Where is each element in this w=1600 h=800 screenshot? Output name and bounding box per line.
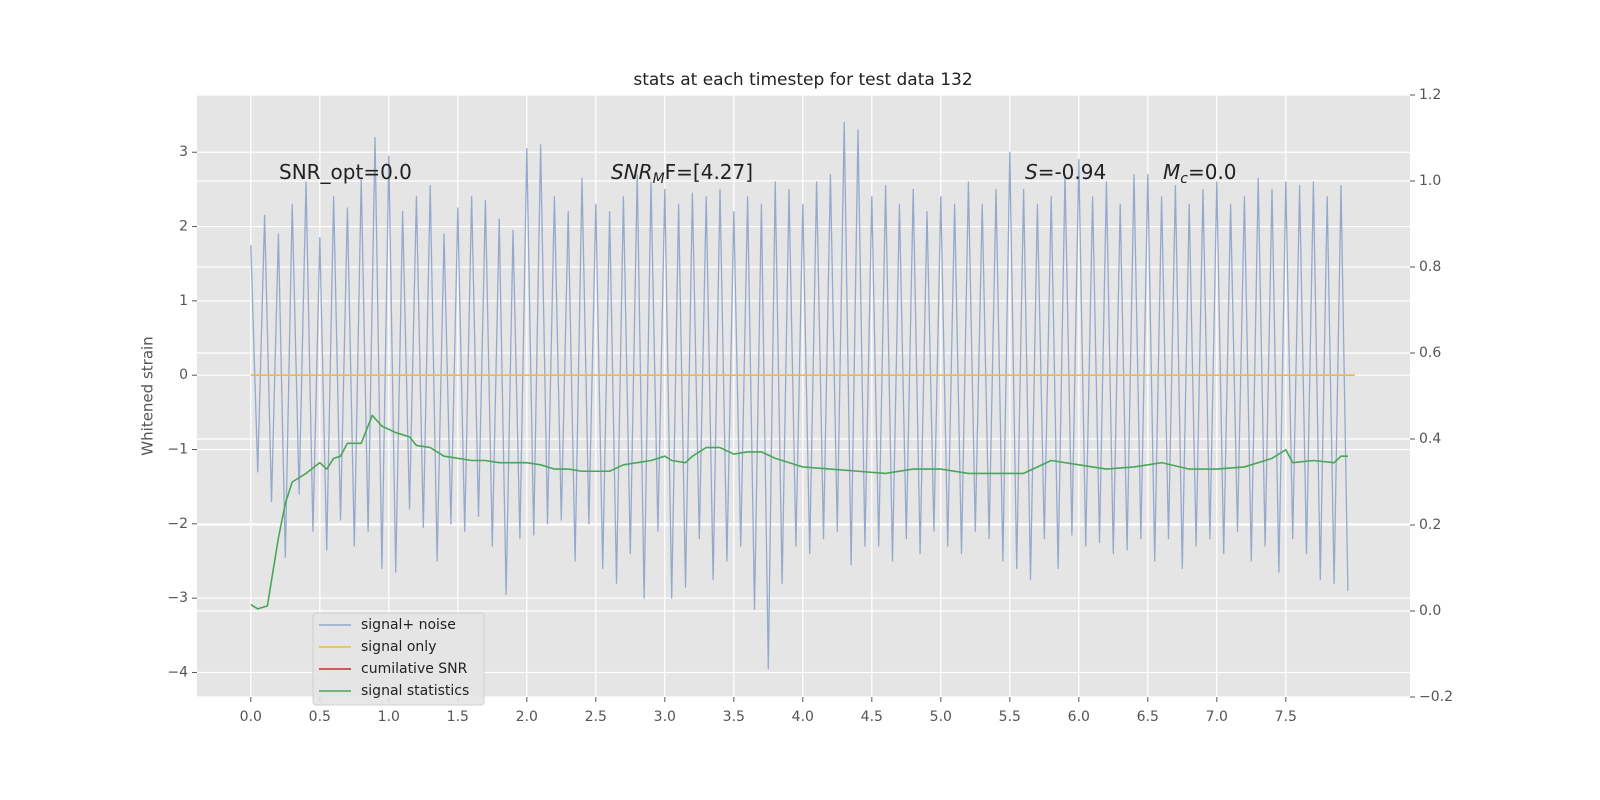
annotation-part: SNR [611,160,653,184]
y-axis-label: Whitened strain [139,336,157,455]
y2-tick-label: −0.2 [1419,689,1453,705]
annotation: SNRMF=[4.27] [611,160,753,188]
legend-box [312,612,485,706]
x-tick-label: 2.5 [585,709,607,725]
annotation: SNR_opt=0.0 [279,160,412,184]
annotation-part: SNR_opt=0.0 [279,160,412,184]
legend-label: signal statistics [361,683,469,699]
annotation-sub: M [653,171,665,187]
x-tick-label: 0.0 [240,709,262,725]
legend-label: cumilative SNR [361,661,468,677]
annotation-part: S [1025,160,1038,184]
y-tick-label: −3 [167,590,188,606]
x-tick-label: 4.0 [792,709,814,725]
y-tick-label: 1 [179,293,188,309]
x-tick-label: 6.0 [1068,709,1090,725]
annotation-part: M [1163,160,1180,184]
y2-tick-label: 0.8 [1419,259,1441,275]
x-tick-label: 1.5 [447,709,469,725]
legend: signal+ noise signal only cumilative SNR si… [312,612,485,706]
y-tick-label: 0 [179,367,188,383]
x-tick-label: 7.5 [1275,709,1297,725]
x-tick-label: 0.5 [309,709,331,725]
annotation-sub: c [1180,171,1188,187]
annotation-part: =-0.94 [1038,160,1107,184]
x-tick-label: 6.5 [1137,709,1159,725]
x-tick-label: 5.5 [999,709,1021,725]
annotation: S=-0.94 [1025,160,1106,184]
series-line [250,414,1348,610]
x-tick-label: 7.0 [1206,709,1228,725]
y-tick-label: 3 [179,144,188,160]
annotation-part: =0.0 [1188,160,1237,184]
y2-tick-label: 1.0 [1419,173,1441,189]
legend-label: signal+ noise [361,617,456,633]
y2-tick-label: 0.6 [1419,345,1441,361]
x-tick-label: 3.0 [654,709,676,725]
y2-tick-label: 0.0 [1419,603,1441,619]
y2-tick-label: 1.2 [1419,87,1441,103]
y-tick-label: 2 [179,219,188,235]
y-tick-label: −2 [167,516,188,532]
y2-tick-label: 0.4 [1419,431,1441,447]
x-tick-label: 4.5 [861,709,883,725]
legend-label: signal only [361,639,436,655]
y-tick-label: −4 [167,664,188,680]
chart-title: stats at each timestep for test data 132 [633,70,972,90]
y2-tick-label: 0.2 [1419,517,1441,533]
x-tick-label: 1.0 [378,709,400,725]
x-tick-label: 5.0 [930,709,952,725]
y-tick-label: −1 [167,442,188,458]
annotation-part: F=[4.27] [665,160,753,184]
annotation: Mc=0.0 [1163,160,1237,188]
x-tick-label: 3.5 [723,709,745,725]
x-tick-label: 2.0 [516,709,538,725]
